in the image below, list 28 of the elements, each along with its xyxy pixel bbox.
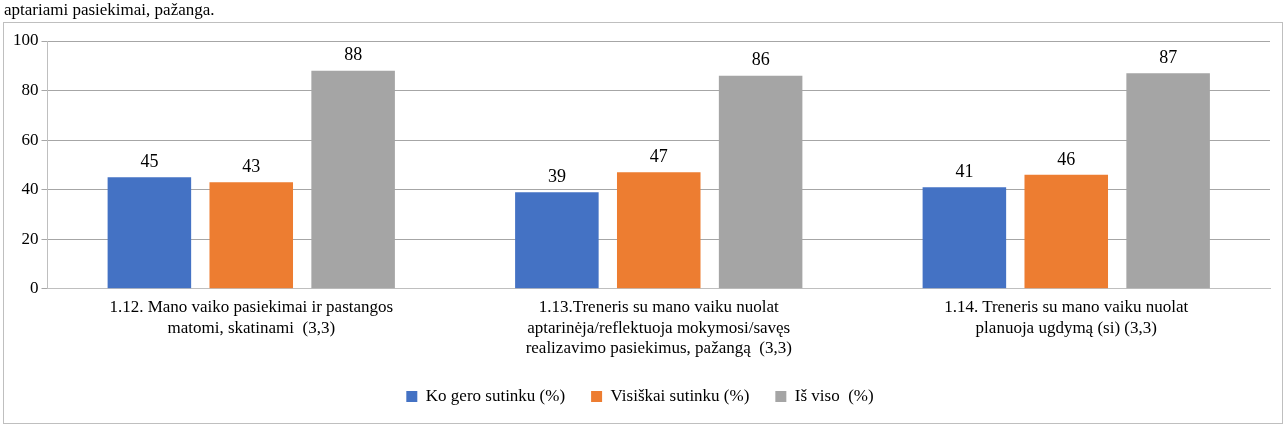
data-label: 86 xyxy=(751,49,770,70)
bar xyxy=(1024,174,1109,289)
data-label: 87 xyxy=(1159,46,1178,67)
data-label: 41 xyxy=(955,160,974,181)
bar xyxy=(922,187,1007,289)
data-label: 39 xyxy=(547,165,566,186)
data-label: 88 xyxy=(344,44,363,65)
bar xyxy=(515,192,599,289)
legend-label: Ko gero sutinku (%) xyxy=(425,385,566,405)
data-label: 46 xyxy=(1057,148,1076,169)
y-tick-label: 20 xyxy=(21,228,39,248)
data-label: 45 xyxy=(140,151,159,172)
text: aptariami pasiekimai, pažanga. xyxy=(4,0,216,20)
x-tick-label: 1.13.Treneris su mano vaiku nuolat aptarinėja/reflektuoja mokymosi/savęs realizavimo pasiekimus, pažangą (3,3) xyxy=(525,297,792,358)
y-tick-label: 80 xyxy=(21,80,39,100)
data-label: 47 xyxy=(649,146,668,167)
y-tick-label: 40 xyxy=(21,179,39,199)
bar xyxy=(107,177,192,289)
bar xyxy=(209,182,294,289)
y-tick-label: 0 xyxy=(30,278,39,298)
legend-label: Visiškai sutinku (%) xyxy=(610,385,750,405)
y-tick-label: 100 xyxy=(13,30,39,50)
legend-label: Iš viso (%) xyxy=(794,385,874,405)
data-label: 43 xyxy=(242,155,261,176)
x-tick-label: 1.12. Mano vaiko pasiekimai ir pastangos matomi, skatinami (3,3) xyxy=(109,297,394,337)
bar xyxy=(616,172,701,289)
x-tick-label: 1.14. Treneris su mano vaiku nuolat planuoja ugdymą (si) (3,3) xyxy=(944,297,1189,337)
y-tick-label: 60 xyxy=(21,129,39,149)
